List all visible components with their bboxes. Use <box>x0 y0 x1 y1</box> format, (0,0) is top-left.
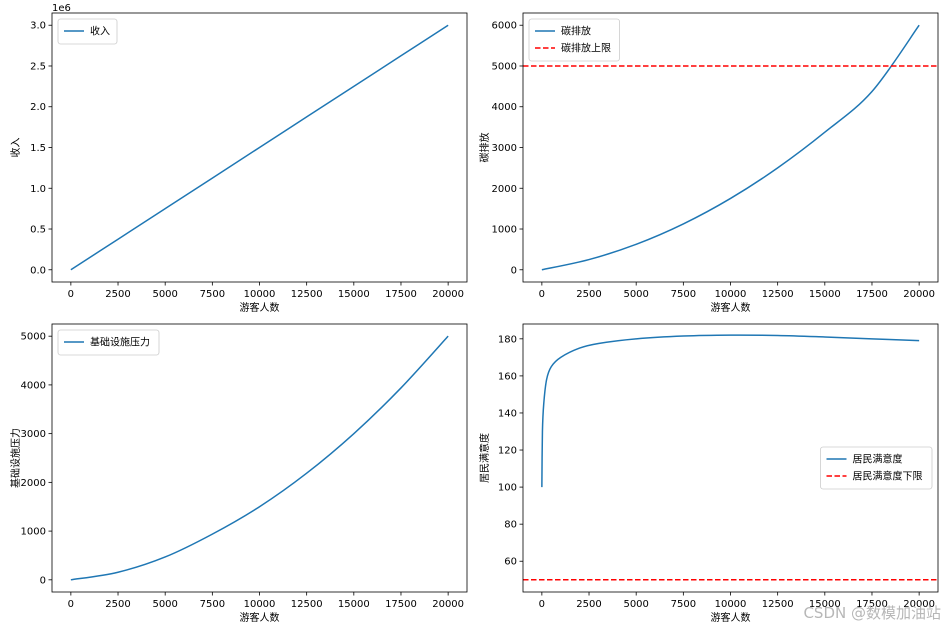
legend-label: 居民满意度下限 <box>853 470 923 483</box>
x-tick-label: 17500 <box>856 289 888 300</box>
x-tick-label: 5000 <box>152 599 177 610</box>
x-tick-label: 0 <box>539 289 545 300</box>
x-tick-label: 10000 <box>715 289 747 300</box>
y-tick-label: 140 <box>498 408 517 419</box>
y-tick-label: 160 <box>498 371 517 382</box>
x-tick-label: 2500 <box>576 289 601 300</box>
y-tick-label: 0 <box>511 265 517 276</box>
x-tick-label: 20000 <box>903 289 935 300</box>
legend-box <box>57 18 118 45</box>
y-tick-label: 0.5 <box>30 225 46 236</box>
y-tick-label: 6000 <box>492 21 517 32</box>
x-tick-label: 17500 <box>856 599 888 610</box>
x-tick-label: 12500 <box>291 289 323 300</box>
x-tick-label: 0 <box>68 599 74 610</box>
x-tick-label: 2500 <box>105 289 130 300</box>
series-line-1 <box>70 24 449 271</box>
legend-label: 居民满意度 <box>853 453 903 466</box>
y-tick-label: 5000 <box>21 332 46 343</box>
y-axis-label: 基础设施压力 <box>9 428 22 488</box>
x-tick-label: 20000 <box>903 599 935 610</box>
x-tick-label: 5000 <box>623 599 648 610</box>
x-tick-label: 20000 <box>432 599 464 610</box>
legend-box <box>820 446 933 490</box>
x-tick-label: 7500 <box>671 289 696 300</box>
series-line-1 <box>70 335 449 581</box>
subplot-4: 0 2500 5000 7500 10000 12500 15000 17500 20000 60… <box>478 323 939 624</box>
x-tick-label: 2500 <box>105 599 130 610</box>
subplot-3: 0 2500 5000 7500 10000 12500 15000 17500 20000 0 1… <box>9 323 468 624</box>
x-tick-label: 15000 <box>338 599 370 610</box>
x-tick-label: 17500 <box>385 599 417 610</box>
y-axis-label: 居民满意度 <box>478 433 491 483</box>
y-tick-label: 5000 <box>492 61 517 72</box>
y-tick-label: 1000 <box>492 225 517 236</box>
x-tick-label: 12500 <box>291 599 323 610</box>
y-offset-label: 1e6 <box>52 3 71 14</box>
series-line-1 <box>541 24 920 271</box>
x-tick-label: 20000 <box>432 289 464 300</box>
x-tick-label: 10000 <box>715 599 747 610</box>
legend-label: 收入 <box>90 25 110 38</box>
legend: 基础设施压力 <box>57 329 160 356</box>
x-tick-label: 15000 <box>809 599 841 610</box>
y-tick-label: 4000 <box>492 102 517 113</box>
legend-box <box>528 18 620 62</box>
y-tick-label: 4000 <box>21 380 46 391</box>
y-tick-label: 3000 <box>492 143 517 154</box>
subplot-2: 0 2500 5000 7500 10000 12500 15000 17500 20000 0 1… <box>478 12 939 314</box>
y-tick-label: 2.0 <box>30 102 46 113</box>
x-tick-label: 17500 <box>385 289 417 300</box>
x-tick-label: 0 <box>68 289 74 300</box>
x-axis-label: 游客人数 <box>711 611 751 624</box>
x-axis-label: 游客人数 <box>711 301 751 314</box>
y-tick-label: 2.5 <box>30 61 46 72</box>
x-tick-label: 12500 <box>762 599 794 610</box>
x-tick-label: 12500 <box>762 289 794 300</box>
x-tick-label: 5000 <box>152 289 177 300</box>
y-tick-label: 2000 <box>21 478 46 489</box>
legend: 收入 <box>57 18 118 45</box>
y-tick-label: 180 <box>498 334 517 345</box>
series-line-1 <box>541 334 920 488</box>
x-tick-label: 10000 <box>244 599 276 610</box>
y-tick-label: 120 <box>498 446 517 457</box>
legend-box <box>57 329 160 356</box>
y-tick-label: 3000 <box>21 429 46 440</box>
legend-label: 碳排放上限 <box>561 42 611 55</box>
y-tick-label: 1.0 <box>30 184 46 195</box>
x-tick-label: 5000 <box>623 289 648 300</box>
x-tick-label: 7500 <box>200 289 225 300</box>
subplot-1: 0 2500 5000 7500 10000 12500 15000 17500 20000 0.… <box>9 3 468 314</box>
plot-frame <box>51 323 468 593</box>
watermark: CSDN @数模加油站 <box>803 604 941 622</box>
x-tick-label: 15000 <box>338 289 370 300</box>
x-tick-label: 0 <box>539 599 545 610</box>
y-tick-label: 2000 <box>492 184 517 195</box>
x-tick-label: 10000 <box>244 289 276 300</box>
y-tick-label: 1000 <box>21 527 46 538</box>
y-tick-label: 1.5 <box>30 143 46 154</box>
y-tick-label: 100 <box>498 483 517 494</box>
legend-label: 碳排放 <box>561 25 591 38</box>
x-tick-label: 15000 <box>809 289 841 300</box>
legend-label: 基础设施压力 <box>90 336 150 349</box>
y-tick-label: 0.0 <box>30 265 46 276</box>
x-axis-label: 游客人数 <box>240 301 280 314</box>
x-axis-label: 游客人数 <box>240 611 280 624</box>
y-tick-label: 80 <box>504 520 517 531</box>
y-axis-label: 碳排放 <box>478 133 491 163</box>
y-tick-label: 60 <box>504 557 517 568</box>
y-tick-label: 3.0 <box>30 21 46 32</box>
y-axis-label: 收入 <box>9 138 22 158</box>
y-tick-label: 0 <box>40 575 46 586</box>
x-tick-label: 7500 <box>200 599 225 610</box>
x-tick-label: 7500 <box>671 599 696 610</box>
x-tick-label: 2500 <box>576 599 601 610</box>
